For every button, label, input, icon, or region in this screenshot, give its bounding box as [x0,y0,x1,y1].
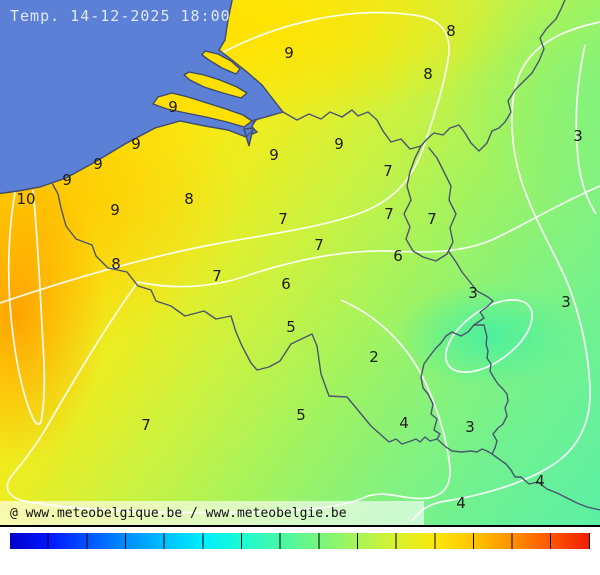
temp-label: 9 [131,135,141,153]
map-title: Temp. 14-12-2025 18:00 [10,7,231,25]
temp-label: 9 [269,146,279,164]
scale-tick-marks [10,533,590,549]
map-graphics [0,0,600,522]
temperature-color-scale [10,533,590,549]
temp-label: 2 [369,348,379,366]
temp-label: 10 [16,190,36,208]
credit-text: @ www.meteobelgique.be / www.meteobelgie… [10,505,347,521]
temp-label: 9 [284,44,294,62]
temp-label: 7 [212,267,222,285]
temp-label: 7 [383,162,393,180]
temp-label: 9 [334,135,344,153]
temp-label: 4 [535,472,545,490]
temp-label: 5 [296,406,306,424]
temp-label: 7 [278,210,288,228]
temp-label: 6 [281,275,291,293]
isotherm-contours [0,11,600,522]
temp-label: 6 [393,247,403,265]
temp-label: 7 [141,416,151,434]
temp-label: 4 [399,414,409,432]
temp-label: 7 [384,205,394,223]
temp-label: 5 [286,318,296,336]
temp-label: 3 [561,293,571,311]
temp-label: 8 [446,22,456,40]
temp-label: 7 [314,236,324,254]
temp-label: 9 [62,171,72,189]
sea-region [0,0,285,195]
temp-label: 8 [184,190,194,208]
temp-label: 7 [427,210,437,228]
country-borders [51,0,600,511]
island [183,71,248,99]
temp-label: 9 [93,155,103,173]
temp-label: 4 [456,494,466,512]
temp-label: 8 [423,65,433,83]
temp-label: 9 [110,201,120,219]
credit-bar: @ www.meteobelgique.be / www.meteobelgie… [0,501,424,525]
temp-label: 3 [573,127,583,145]
temp-label: 9 [168,98,178,116]
temp-label: 8 [111,255,121,273]
temp-label: 3 [468,284,478,302]
island [152,92,253,128]
island [201,50,241,75]
temperature-map: 9 8 8 9 9 9 9 9 10 9 8 9 7 7 7 7 7 6 6 8 7 3 3 3 5 2 5 7 4 3 4 4 Temp. … [0,0,600,527]
temp-label: 3 [465,418,475,436]
